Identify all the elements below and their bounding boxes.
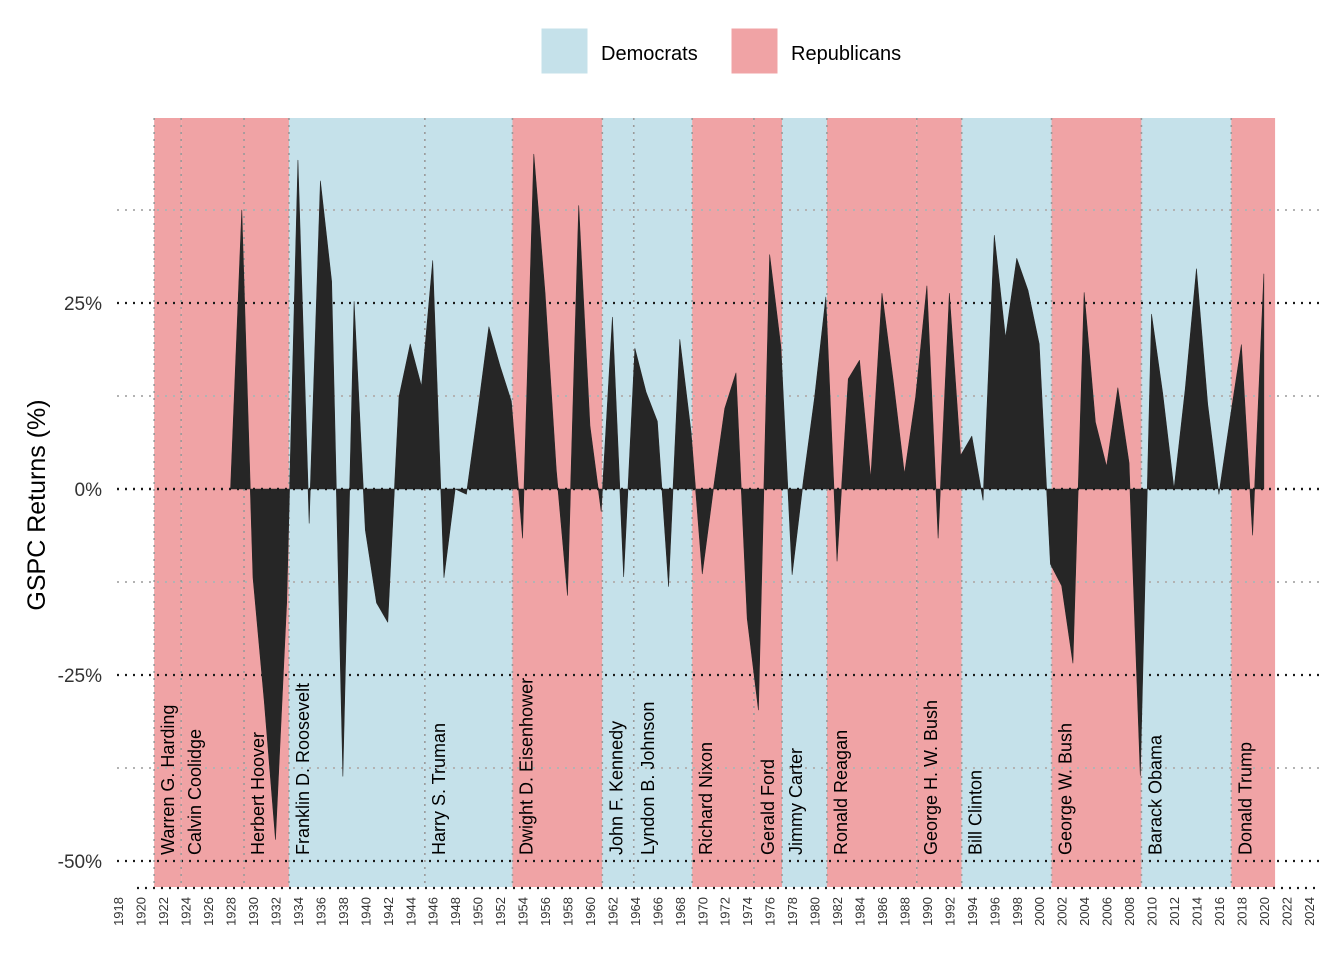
x-tick-label: 2006 [1100,897,1115,926]
x-axis: 1918 1920 1922 1924 1926 1928 1930 1932 1934 1936… [111,886,1320,926]
president-labels: Warren G. Harding Calvin Coolidge Herbert … [158,678,1255,855]
x-tick-label: 1978 [785,897,800,926]
y-tick-label: 25% [64,294,102,315]
president-label: Barack Obama [1145,734,1165,855]
x-tick-label: 1926 [201,897,216,926]
x-tick-label: 1956 [538,897,553,926]
term-band [1141,118,1232,887]
president-label: Bill Clinton [966,770,986,855]
x-tick-label: 1984 [853,897,868,926]
x-tick-label: 1958 [560,897,575,926]
president-label: Herbert Hoover [248,732,268,855]
president-label: George W. Bush [1056,723,1076,855]
legend: Democrats Republicans [540,27,901,75]
x-tick-label: 1962 [605,897,620,926]
x-tick-label: 2014 [1189,897,1204,926]
president-label: Lyndon B. Johnson [638,702,658,855]
x-tick-label: 1992 [942,897,957,926]
x-tick-label: 1932 [268,897,283,926]
x-tick-label: 1938 [336,897,351,926]
x-tick-label: 1928 [224,897,239,926]
x-tick-label: 1952 [493,897,508,926]
y-grid [117,209,1320,863]
x-tick-label: 2012 [1167,897,1182,926]
president-label: Jimmy Carter [786,748,806,855]
president-label: Richard Nixon [696,742,716,855]
x-tick-label: 2024 [1302,897,1317,926]
legend-swatch [540,27,589,75]
x-tick-label: 2020 [1257,897,1272,926]
x-tick-label: 1960 [583,897,598,926]
x-tick-label: 1918 [111,897,126,926]
president-label: John F. Kennedy [606,721,626,855]
x-tick-label: 1934 [291,897,306,926]
x-tick-label: 1996 [987,897,1002,926]
x-tick-label: 1930 [246,897,261,926]
president-label: Ronald Reagan [831,730,851,855]
x-tick-label: 1968 [673,897,688,926]
x-tick-label: 1994 [965,897,980,926]
term-band [424,118,513,887]
legend-swatch [730,27,779,75]
x-tick-label: 1944 [403,897,418,926]
x-tick-label: 2008 [1122,897,1137,926]
president-label: Warren G. Harding [158,705,178,855]
president-label: Gerald Ford [758,759,778,855]
x-tick-label: 2000 [1032,897,1047,926]
president-label: Calvin Coolidge [185,729,205,855]
x-tick-label: 1974 [740,897,755,926]
y-axis-label: GSPC Returns (%) [23,399,51,610]
x-tick-label: 1970 [695,897,710,926]
x-tick-label: 1998 [1010,897,1025,926]
x-tick-label: 1982 [830,897,845,926]
x-tick-label: 2016 [1212,897,1227,926]
x-tick-label: 1976 [763,897,778,926]
x-tick-label: 1920 [134,897,149,926]
returns-area [230,153,1265,840]
x-tick-label: 1966 [650,897,665,926]
x-tick-label: 1964 [628,897,643,926]
x-tick-label: 1946 [426,897,441,926]
x-tick-label: 1950 [471,897,486,926]
president-label: Dwight D. Eisenhower [516,678,536,855]
x-tick-label: 1972 [718,897,733,926]
x-tick-label: 2004 [1077,897,1092,926]
x-tick-label: 1990 [920,897,935,926]
x-tick-label: 2010 [1145,897,1160,926]
x-tick-label: 1924 [179,897,194,926]
term-band [288,118,425,887]
legend-label: Democrats [601,43,698,65]
term-band [512,118,603,887]
president-label: Franklin D. Roosevelt [293,683,313,855]
term-band [961,118,1052,887]
term-band [826,118,917,887]
x-tick-label: 1980 [808,897,823,926]
x-tick-label: 1954 [516,897,531,926]
term-band [602,118,634,887]
x-tick-label: 1936 [313,897,328,926]
x-tick-label: 2022 [1279,897,1294,926]
x-tick-label: 1940 [358,897,373,926]
x-tick-label: 2018 [1234,897,1249,926]
x-tick-label: 1948 [448,897,463,926]
term-band [181,118,245,887]
term-bands [154,118,1276,887]
x-tick-label: 1988 [897,897,912,926]
x-tick-label: 2002 [1055,897,1070,926]
returns-area-path [230,153,1265,840]
president-label: Donald Trump [1235,742,1255,855]
term-band [154,118,182,887]
president-label: Harry S. Truman [429,723,449,855]
y-tick-label: -25% [58,666,102,687]
y-tick-label: 0% [75,480,103,501]
y-tick-label: -50% [58,852,102,873]
x-tick-label: 1922 [156,897,171,926]
y-tick-labels: -50% -25% 0% 25% [58,294,102,873]
legend-label: Republicans [791,43,901,65]
x-tick-label: 1986 [875,897,890,926]
x-tick-label: 1942 [381,897,396,926]
president-label: George H. W. Bush [921,700,941,855]
